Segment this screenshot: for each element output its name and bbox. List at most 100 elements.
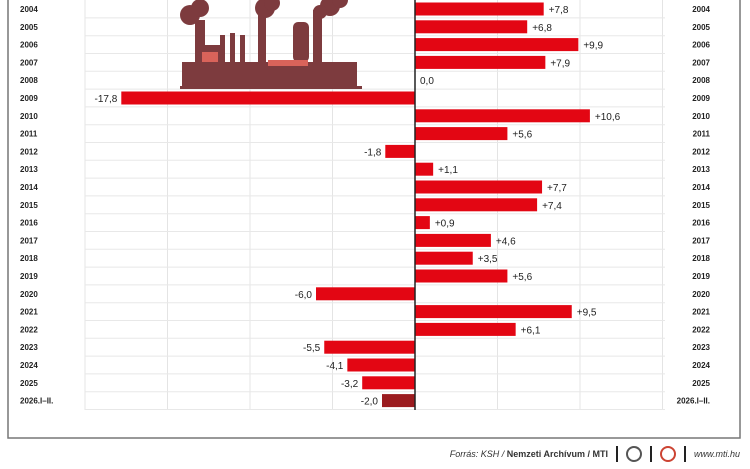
- data-label: -6,0: [295, 290, 313, 301]
- year-label-right: 2018: [692, 254, 710, 263]
- bar: [382, 394, 415, 408]
- data-label: +7,9: [550, 58, 570, 69]
- year-label-right: 2020: [692, 290, 710, 299]
- bar: [415, 251, 473, 265]
- year-label-right: 2009: [692, 94, 710, 103]
- year-label-right: 2019: [692, 272, 710, 281]
- archive-logo-icon: [625, 446, 642, 462]
- year-label-left: 2016: [20, 219, 38, 228]
- data-label: 0,0: [420, 76, 434, 87]
- year-label-right: 2022: [692, 325, 710, 334]
- footer: Forrás: KSH / Nemzeti Archívum / MTI www…: [450, 444, 740, 464]
- year-label-left: 2021: [20, 308, 38, 317]
- bar: [415, 233, 491, 247]
- bar: [415, 55, 546, 69]
- year-label-right: 2025: [692, 379, 710, 388]
- year-label-left: 2014: [20, 183, 38, 192]
- year-label-right: 2023: [692, 343, 710, 352]
- mti-logo-icon: [659, 446, 676, 462]
- data-label: +3,5: [478, 254, 498, 265]
- data-label: +7,8: [549, 5, 569, 16]
- bar: [415, 2, 544, 16]
- year-label-left: 2008: [20, 76, 38, 85]
- bar: [415, 38, 579, 52]
- data-label: +10,6: [595, 112, 621, 123]
- year-label-left: 2013: [20, 165, 38, 174]
- year-label-right: 2015: [692, 201, 710, 210]
- year-label-left: 2012: [20, 147, 38, 156]
- year-label-left: 2009: [20, 94, 38, 103]
- year-label-left: 2024: [20, 361, 38, 370]
- year-label-right: 2017: [692, 236, 710, 245]
- year-label-right: 2012: [692, 147, 710, 156]
- divider: [615, 446, 618, 462]
- year-label-right: 2008: [692, 76, 710, 85]
- bar: [415, 162, 434, 176]
- data-label: +5,6: [512, 130, 532, 141]
- year-label-right: 2007: [692, 58, 710, 67]
- year-label-left: 2017: [20, 236, 38, 245]
- data-label: -4,1: [326, 361, 344, 372]
- bar: [362, 376, 415, 390]
- year-label-left: 2025: [20, 379, 38, 388]
- bar: [415, 216, 430, 230]
- data-label: +0,9: [435, 219, 455, 230]
- data-label: +6,1: [521, 325, 541, 336]
- data-label: -3,2: [341, 379, 359, 390]
- data-label: -2,0: [361, 397, 379, 408]
- chart-frame: [7, 0, 741, 439]
- year-label-right: 2010: [692, 112, 710, 121]
- year-label-left: 2026.I–II.: [20, 397, 53, 406]
- divider: [683, 446, 686, 462]
- year-label-left: 2011: [20, 130, 38, 139]
- year-label-left: 2019: [20, 272, 38, 281]
- bar: [121, 91, 416, 105]
- data-label: +9,5: [577, 308, 597, 319]
- bar: [415, 198, 538, 212]
- data-label: +5,6: [512, 272, 532, 283]
- bar: [316, 287, 415, 301]
- bar: [347, 358, 415, 372]
- divider: [649, 446, 652, 462]
- year-label-right: 2005: [692, 23, 710, 32]
- year-label-right: 2004: [692, 5, 710, 14]
- year-label-left: 2005: [20, 23, 38, 32]
- year-label-left: 2006: [20, 41, 38, 50]
- year-label-right: 2011: [693, 130, 711, 139]
- data-label: -17,8: [95, 94, 118, 105]
- data-label: +7,7: [547, 183, 567, 194]
- bar: [415, 322, 516, 336]
- year-label-left: 2010: [20, 112, 38, 121]
- bar: [324, 340, 415, 354]
- bar: [385, 144, 415, 158]
- data-label: +6,8: [532, 23, 552, 34]
- year-label-left: 2015: [20, 201, 38, 210]
- year-label-right: 2006: [692, 41, 710, 50]
- year-label-right: 2016: [692, 219, 710, 228]
- year-label-left: 2020: [20, 290, 38, 299]
- year-label-left: 2023: [20, 343, 38, 352]
- year-label-right: 2026.I–II.: [677, 397, 710, 406]
- bar: [415, 20, 528, 34]
- bar: [415, 109, 590, 123]
- year-label-right: 2014: [692, 183, 710, 192]
- year-label-left: 2018: [20, 254, 38, 263]
- bar: [415, 127, 508, 141]
- data-label: +4,6: [496, 236, 516, 247]
- year-label-right: 2013: [692, 165, 710, 174]
- year-label-right: 2024: [692, 361, 710, 370]
- source-text: Forrás: KSH / Nemzeti Archívum / MTI: [449, 449, 608, 459]
- data-label: +7,4: [542, 201, 562, 212]
- website-link[interactable]: www.mti.hu: [693, 449, 740, 459]
- bar: [415, 180, 543, 194]
- bar: [415, 305, 572, 319]
- year-label-left: 2007: [20, 58, 38, 67]
- bar: [415, 269, 508, 283]
- data-label: -1,8: [364, 147, 382, 158]
- year-label-left: 2022: [20, 325, 38, 334]
- data-label: -5,5: [303, 343, 321, 354]
- year-label-right: 2021: [692, 308, 710, 317]
- data-label: +9,9: [583, 41, 603, 52]
- factory-icon: [180, 0, 362, 89]
